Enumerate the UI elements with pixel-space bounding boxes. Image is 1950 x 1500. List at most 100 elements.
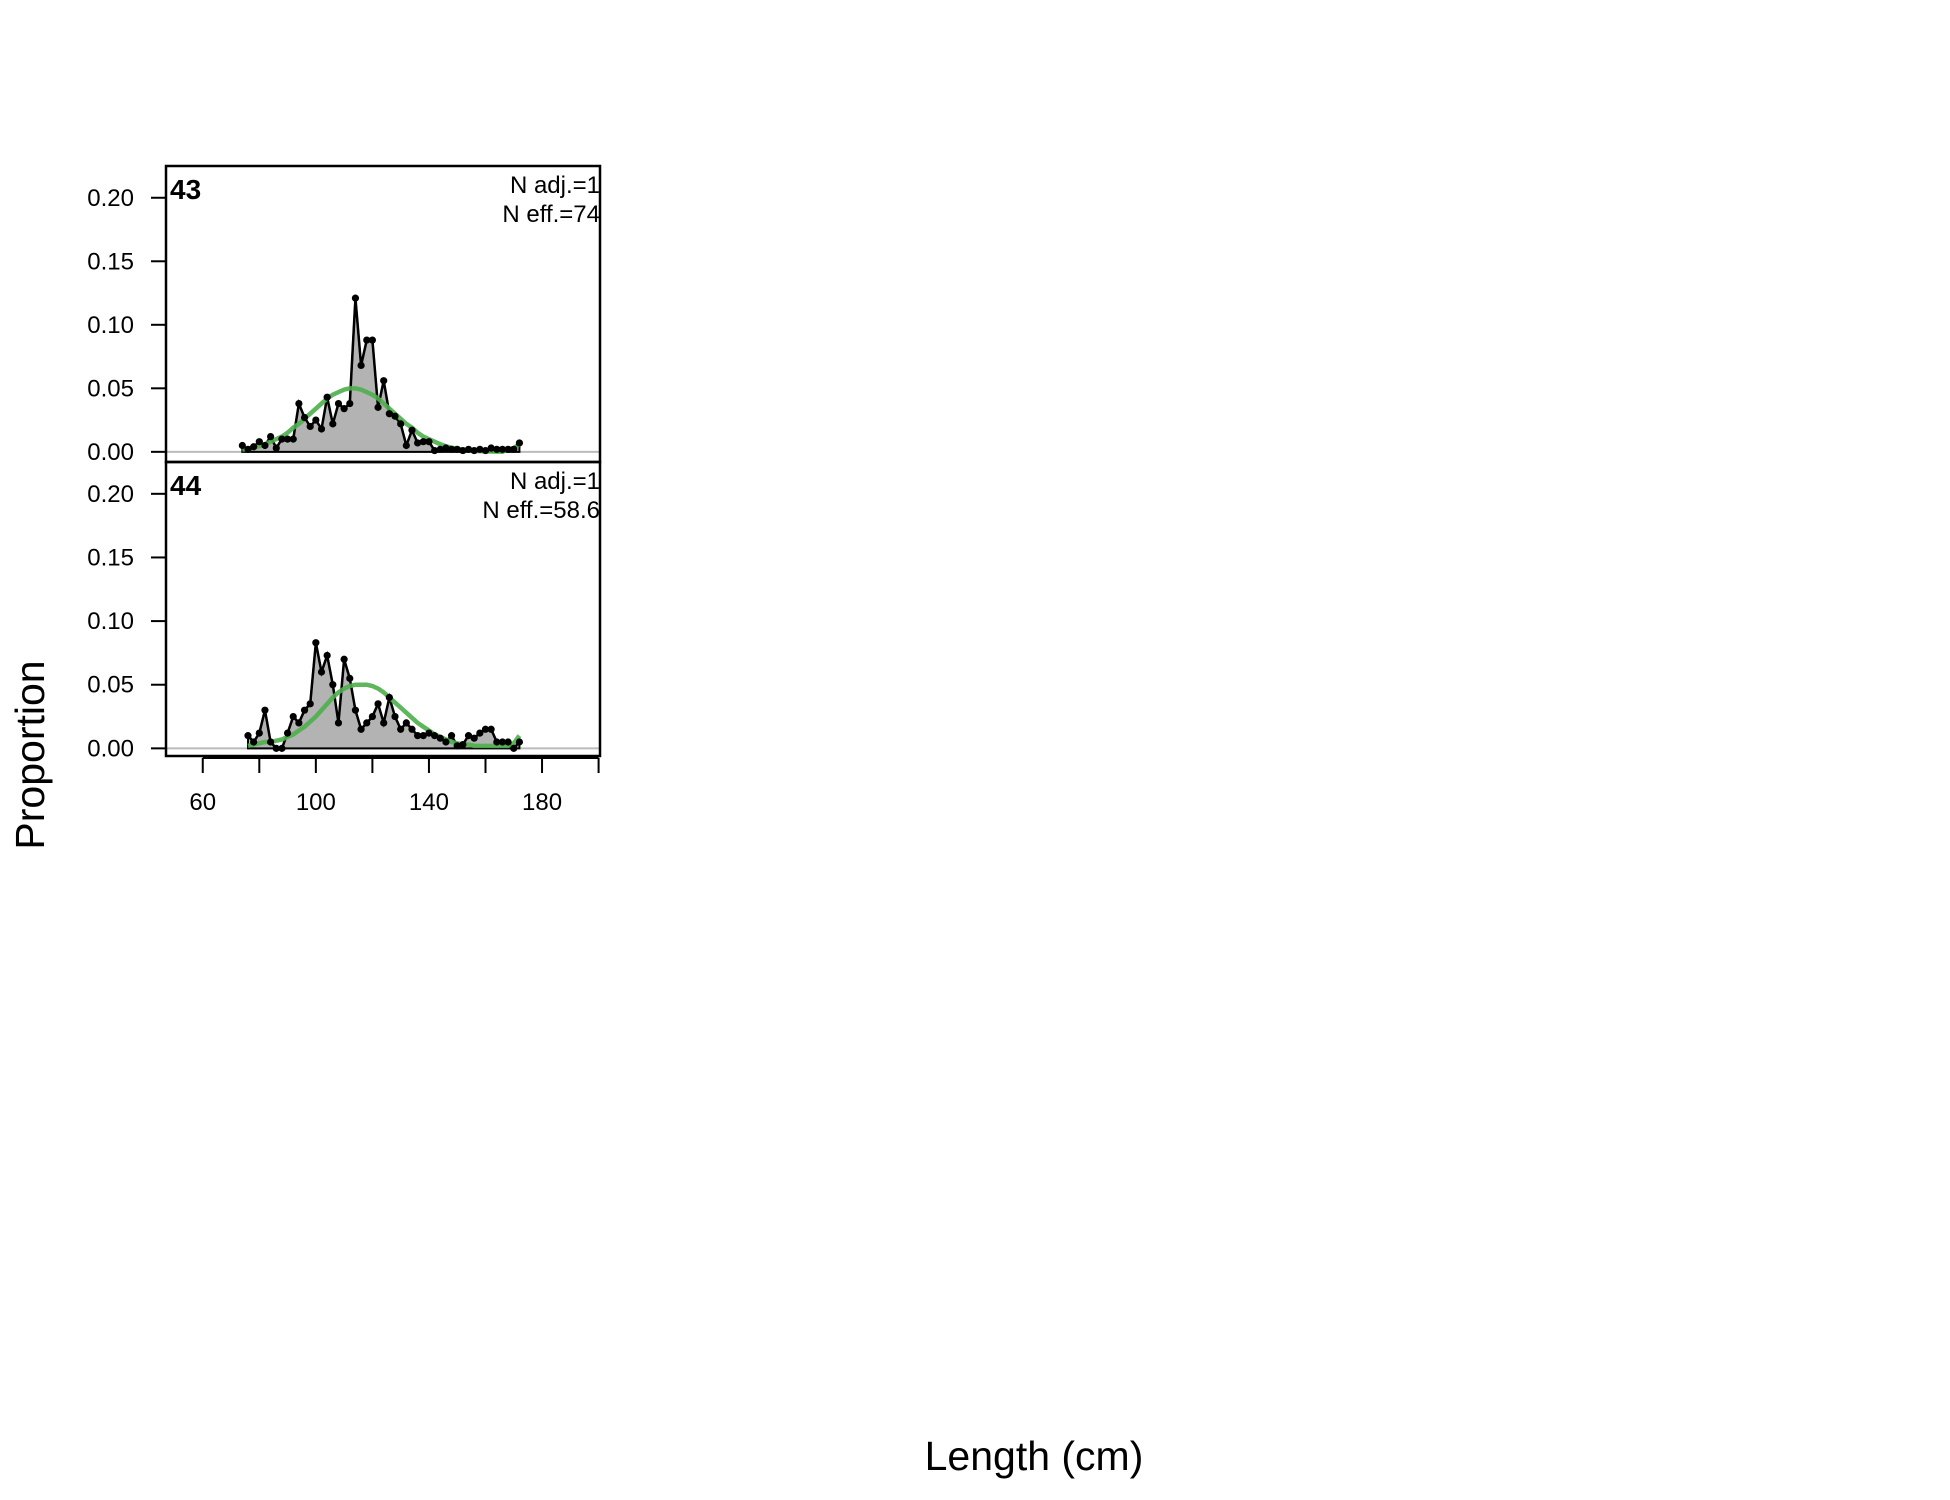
x-tick-label: 60 bbox=[189, 789, 216, 816]
observed-point bbox=[425, 438, 433, 446]
observed-point bbox=[340, 405, 348, 413]
observed-point bbox=[334, 719, 343, 727]
observed-point bbox=[391, 412, 399, 420]
observed-point bbox=[487, 725, 495, 733]
observed-point bbox=[419, 438, 427, 446]
observed-point bbox=[261, 706, 269, 714]
observed-point bbox=[300, 706, 309, 714]
observed-point bbox=[346, 399, 354, 408]
y-tick-label: 0.15 bbox=[87, 248, 134, 275]
observed-point bbox=[436, 445, 444, 453]
observed-point bbox=[283, 435, 292, 443]
observed-point bbox=[261, 441, 269, 450]
observed-point bbox=[436, 734, 444, 742]
observed-point bbox=[493, 445, 501, 453]
observed-point bbox=[351, 706, 360, 714]
observed-point bbox=[498, 738, 507, 746]
observed-point bbox=[476, 445, 484, 453]
observed-point bbox=[476, 729, 484, 737]
observed-point bbox=[414, 439, 422, 447]
observed-point bbox=[380, 377, 388, 385]
observed-point bbox=[447, 732, 456, 740]
y-tick-label: 0.10 bbox=[87, 608, 134, 635]
x-tick-label: 140 bbox=[409, 789, 449, 816]
y-axis-label: Proportion bbox=[7, 660, 53, 849]
observed-point bbox=[363, 336, 371, 344]
observed-point bbox=[453, 742, 461, 750]
observed-point bbox=[306, 700, 314, 708]
observed-area bbox=[241, 298, 521, 453]
observed-point bbox=[340, 655, 348, 663]
observed-point bbox=[289, 712, 297, 721]
x-tick-label: 100 bbox=[296, 789, 336, 816]
observed-point bbox=[244, 732, 252, 740]
observed-point bbox=[283, 729, 292, 737]
observed-point bbox=[323, 651, 331, 660]
observed-point bbox=[498, 445, 507, 453]
observed-point bbox=[397, 725, 405, 733]
observed-point bbox=[317, 425, 326, 433]
observed-point bbox=[374, 403, 382, 411]
observed-point bbox=[295, 399, 303, 408]
panel-frame bbox=[164, 460, 602, 758]
observed-point bbox=[442, 738, 450, 746]
observed-point bbox=[278, 744, 286, 752]
observed-point bbox=[464, 732, 473, 740]
observed-point bbox=[351, 294, 360, 302]
observed-point bbox=[255, 729, 263, 737]
observed-point bbox=[515, 738, 524, 746]
observed-point bbox=[425, 729, 433, 737]
panel-label: 43 bbox=[170, 174, 201, 205]
observed-point bbox=[380, 719, 388, 727]
observed-point bbox=[464, 445, 473, 453]
observed-point bbox=[504, 738, 512, 746]
observed-point bbox=[385, 410, 393, 418]
observed-point bbox=[510, 744, 518, 752]
y-tick-label: 0.05 bbox=[87, 672, 134, 699]
observed-point bbox=[250, 443, 258, 451]
y-tick-label: 0.15 bbox=[87, 544, 134, 571]
observed-point bbox=[408, 725, 416, 733]
annotation: N adj.=1 bbox=[510, 468, 600, 495]
observed-point bbox=[447, 445, 456, 453]
observed-point bbox=[414, 732, 422, 740]
observed-point bbox=[295, 719, 303, 727]
observed-point bbox=[374, 700, 382, 708]
observed-point bbox=[402, 719, 410, 727]
observed-point bbox=[289, 435, 297, 443]
observed-point bbox=[267, 432, 275, 441]
observed-point bbox=[385, 693, 393, 702]
observed-point bbox=[453, 445, 461, 453]
observed-point bbox=[470, 734, 478, 742]
y-tick-label: 0.20 bbox=[87, 481, 134, 508]
y-tick-label: 0.20 bbox=[87, 185, 134, 212]
panel-label: 44 bbox=[170, 470, 202, 501]
observed-point bbox=[470, 446, 478, 455]
observed-point bbox=[515, 439, 524, 447]
observed-point bbox=[408, 426, 416, 434]
observed-point bbox=[487, 444, 495, 452]
observed-point bbox=[244, 445, 252, 453]
annotation: N eff.=58.6 bbox=[482, 497, 600, 524]
observed-point bbox=[323, 393, 331, 401]
observed-point bbox=[317, 668, 326, 676]
observed-point bbox=[357, 725, 365, 733]
annotation: N adj.=1 bbox=[510, 172, 600, 199]
observed-point bbox=[430, 732, 439, 740]
observed-point bbox=[272, 444, 280, 452]
observed-point bbox=[329, 681, 337, 689]
observed-point bbox=[238, 441, 246, 450]
observed-point bbox=[397, 420, 405, 428]
observed-point bbox=[312, 416, 320, 424]
y-tick-label: 0.05 bbox=[87, 375, 134, 402]
observed-point bbox=[493, 738, 501, 746]
observed-point bbox=[346, 674, 354, 682]
observed-point bbox=[329, 420, 337, 428]
observed-point bbox=[504, 445, 512, 453]
observed-point bbox=[459, 446, 467, 455]
observed-point bbox=[430, 446, 439, 455]
observed-point bbox=[510, 445, 518, 453]
observed-point bbox=[300, 413, 309, 422]
observed-point bbox=[255, 438, 263, 446]
observed-point bbox=[306, 422, 314, 431]
